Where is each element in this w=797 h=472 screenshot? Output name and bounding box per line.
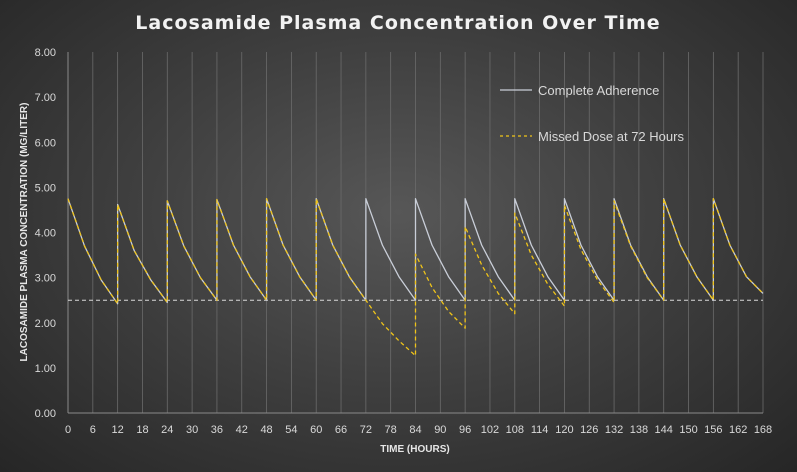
x-tick-label: 150 xyxy=(679,424,697,436)
x-tick-label: 18 xyxy=(136,424,148,436)
x-tick-label: 168 xyxy=(754,424,772,436)
x-tick-label: 138 xyxy=(630,424,648,436)
series-missed-dose-line xyxy=(67,198,764,357)
x-tick-label: 42 xyxy=(236,424,248,436)
x-tick-label: 72 xyxy=(360,424,372,436)
x-tick-label: 36 xyxy=(211,424,223,436)
y-tick-label: 8.00 xyxy=(35,47,56,59)
x-tick-label: 6 xyxy=(90,424,96,436)
x-tick-label: 132 xyxy=(605,424,623,436)
x-tick-label: 48 xyxy=(260,424,272,436)
x-tick-label: 30 xyxy=(186,424,198,436)
x-tick-label: 84 xyxy=(409,424,421,436)
tick-labels: 0 6 12 18 24 30 36 42 48 54 60 66 72 78 84 90 96 102 108 11… xyxy=(35,47,773,436)
x-tick-label: 114 xyxy=(531,424,549,436)
y-tick-label: 0.00 xyxy=(35,408,56,420)
x-tick-label: 90 xyxy=(434,424,446,436)
y-tick-label: 7.00 xyxy=(35,92,56,104)
x-tick-label: 66 xyxy=(335,424,347,436)
x-axis-label: TIME (HOURS) xyxy=(380,444,449,455)
x-tick-label: 12 xyxy=(112,424,124,436)
y-tick-label: 4.00 xyxy=(35,228,56,240)
y-axis-label: LACOSAMIDE PLASMA CONCENTRATION (MG/LITE… xyxy=(19,103,30,362)
y-tick-label: 6.00 xyxy=(35,137,56,149)
x-tick-label: 156 xyxy=(704,424,722,436)
x-tick-label: 144 xyxy=(655,424,673,436)
series-group xyxy=(67,198,764,357)
x-tick-label: 24 xyxy=(161,424,173,436)
x-tick-label: 126 xyxy=(580,424,598,436)
x-tick-label: 60 xyxy=(310,424,322,436)
y-tick-label: 3.00 xyxy=(35,273,56,285)
x-tick-label: 102 xyxy=(481,424,499,436)
chart-title: Lacosamide Plasma Concentration Over Tim… xyxy=(135,12,660,34)
x-tick-label: 96 xyxy=(459,424,471,436)
y-tick-label: 5.00 xyxy=(35,182,56,194)
legend-label-complete-adherence: Complete Adherence xyxy=(538,83,659,98)
legend: Complete Adherence Missed Dose at 72 Hou… xyxy=(500,83,684,144)
x-tick-label: 78 xyxy=(385,424,397,436)
y-tick-label: 1.00 xyxy=(35,363,56,375)
x-tick-label: 108 xyxy=(506,424,524,436)
x-tick-label: 0 xyxy=(65,424,71,436)
y-tick-label: 2.00 xyxy=(35,318,56,330)
x-tick-label: 162 xyxy=(729,424,747,436)
x-tick-label: 54 xyxy=(285,424,297,436)
axes xyxy=(67,52,763,414)
legend-label-missed-dose: Missed Dose at 72 Hours xyxy=(538,129,684,144)
x-tick-label: 120 xyxy=(555,424,573,436)
